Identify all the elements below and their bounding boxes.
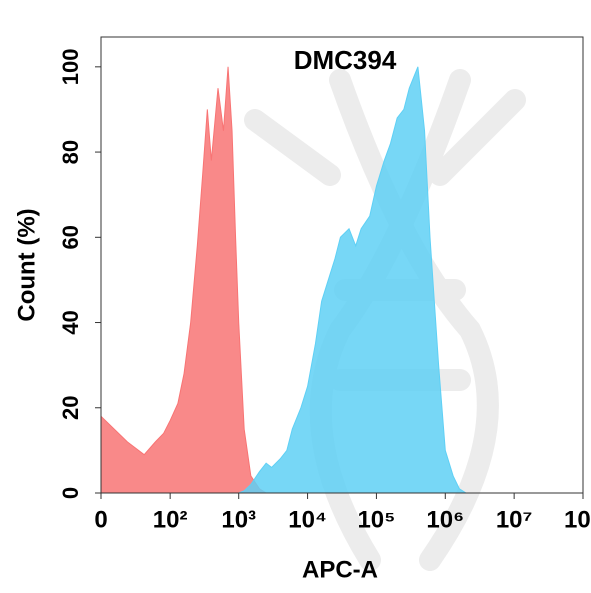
x-tick-label: 10⁷ [496, 506, 533, 533]
y-tick-label: 20 [58, 396, 83, 420]
chart-title: DMC394 [294, 45, 397, 75]
x-axis-label: APC-A [302, 556, 378, 583]
x-tick-label: 10³ [221, 506, 256, 533]
x-tick-label: 10⁶ [426, 506, 464, 533]
x-tick-label: 10⁸ [564, 506, 591, 533]
x-tick-label: 10⁴ [288, 506, 327, 533]
y-tick-label: 100 [58, 48, 83, 85]
x-tick-label: 10² [153, 506, 188, 533]
x-tick-label: 10⁵ [357, 506, 395, 533]
y-tick-label: 60 [58, 225, 83, 249]
y-tick-label: 40 [58, 310, 83, 334]
y-tick-label: 80 [58, 140, 83, 164]
x-tick-label: 0 [94, 506, 107, 533]
plot-frame [100, 36, 584, 494]
y-tick-label: 0 [58, 487, 83, 499]
y-axis-label: Count (%) [13, 208, 40, 321]
